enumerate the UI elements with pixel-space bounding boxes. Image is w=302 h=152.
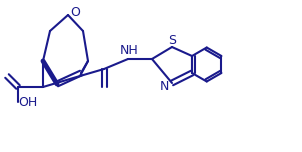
Text: OH: OH xyxy=(18,95,38,109)
Text: NH: NH xyxy=(120,45,138,57)
Text: O: O xyxy=(70,7,80,19)
Text: N: N xyxy=(159,81,169,93)
Text: S: S xyxy=(168,33,176,47)
